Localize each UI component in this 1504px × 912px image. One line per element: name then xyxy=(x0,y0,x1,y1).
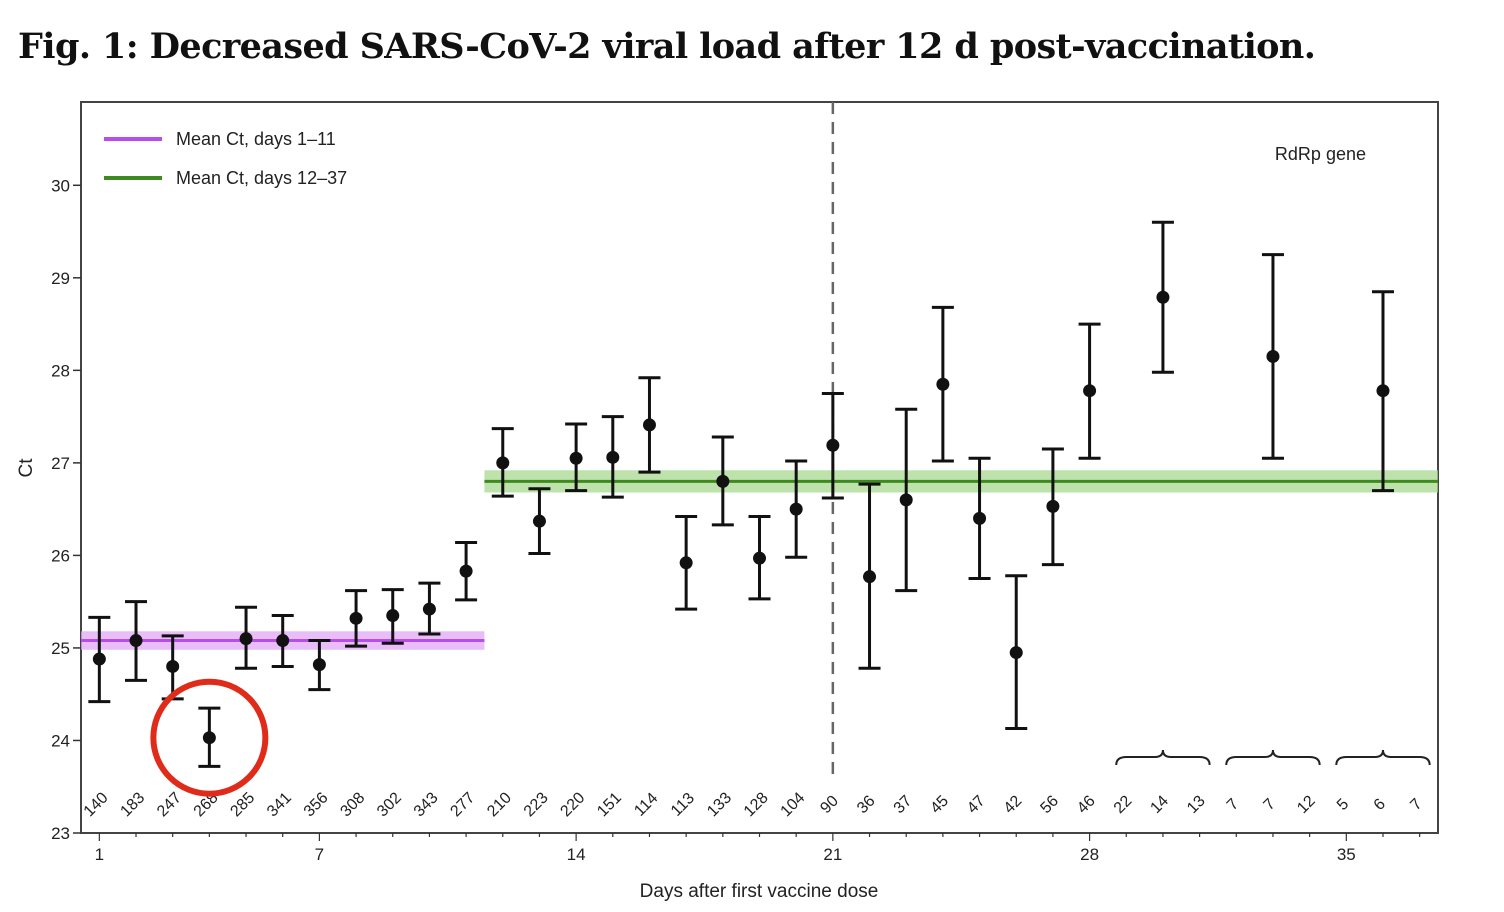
sample-size-label: 183 xyxy=(117,789,148,820)
y-tick-label: 24 xyxy=(51,731,70,750)
figure-title: Fig. 1: Decreased SARS-CoV-2 viral load … xyxy=(18,26,1316,67)
x-tick-label: 14 xyxy=(567,845,586,864)
data-point xyxy=(789,502,803,516)
sample-size-label: 90 xyxy=(817,792,842,817)
data-point xyxy=(1266,349,1280,363)
sample-size-label: 151 xyxy=(594,789,625,820)
sample-size-label: 302 xyxy=(374,789,405,820)
sample-size-label: 133 xyxy=(704,789,735,820)
data-point xyxy=(1376,384,1390,398)
data-point xyxy=(1156,290,1170,304)
group-brace xyxy=(1335,749,1431,766)
y-tick-label: 29 xyxy=(51,269,70,288)
data-point xyxy=(386,609,400,623)
data-point xyxy=(863,570,877,584)
sample-size-label: 308 xyxy=(337,789,368,820)
data-point xyxy=(532,514,546,528)
data-point xyxy=(92,652,106,666)
gene-annotation: RdRp gene xyxy=(1275,144,1366,164)
sample-size-label: 341 xyxy=(264,789,295,820)
sample-size-label: 14 xyxy=(1147,792,1172,817)
sample-size-label: 277 xyxy=(447,789,478,820)
sample-size-label: 7 xyxy=(1224,796,1242,814)
sample-size-label: 223 xyxy=(521,789,552,820)
sample-size-label: 5 xyxy=(1334,796,1352,814)
sample-size-label: 356 xyxy=(301,789,332,820)
y-tick-label: 28 xyxy=(51,361,70,380)
x-tick-label: 35 xyxy=(1337,845,1356,864)
sample-size-label: 210 xyxy=(484,789,515,820)
x-tick-label: 1 xyxy=(95,845,104,864)
y-tick-label: 23 xyxy=(51,824,70,843)
data-point xyxy=(569,451,583,465)
sample-size-label: 36 xyxy=(854,792,879,817)
data-point xyxy=(899,493,913,507)
sample-size-label: 343 xyxy=(411,789,442,820)
sample-size-label: 12 xyxy=(1294,792,1319,817)
data-point xyxy=(936,377,950,391)
sample-size-label: 113 xyxy=(668,790,698,820)
highlight-circle xyxy=(150,678,269,797)
data-point xyxy=(166,659,180,673)
legend-label: Mean Ct, days 12–37 xyxy=(176,168,347,188)
y-axis-label: Ct xyxy=(16,458,37,478)
x-tick-label: 28 xyxy=(1080,845,1099,864)
data-point xyxy=(642,418,656,432)
sample-size-label: 46 xyxy=(1074,792,1099,817)
data-point xyxy=(129,634,143,648)
y-tick-label: 25 xyxy=(51,639,70,658)
x-axis-label: Days after first vaccine dose xyxy=(640,881,879,902)
y-tick-label: 30 xyxy=(51,176,70,195)
data-point xyxy=(716,474,730,488)
data-point xyxy=(312,658,326,672)
y-tick-label: 27 xyxy=(51,454,70,473)
group-brace xyxy=(1115,749,1211,766)
plot-frame xyxy=(80,101,1439,834)
data-point xyxy=(459,564,473,578)
sample-size-label: 47 xyxy=(964,792,989,817)
data-point xyxy=(826,438,840,452)
x-tick-label: 7 xyxy=(315,845,324,864)
sample-size-label: 140 xyxy=(81,789,112,820)
data-point xyxy=(679,556,693,570)
data-point xyxy=(349,611,363,625)
sample-size-label: 6 xyxy=(1371,796,1389,814)
sample-size-label: 56 xyxy=(1037,792,1062,817)
sample-size-label: 220 xyxy=(557,789,588,820)
data-point xyxy=(202,731,216,745)
sample-size-label: 7 xyxy=(1407,796,1425,814)
data-point xyxy=(1046,499,1060,513)
data-point xyxy=(606,450,620,464)
data-point xyxy=(496,456,510,470)
sample-size-label: 247 xyxy=(154,789,185,820)
sample-size-label: 7 xyxy=(1261,796,1279,814)
data-point xyxy=(973,511,987,525)
sample-size-label: 114 xyxy=(631,790,661,820)
data-point xyxy=(276,634,290,648)
data-point xyxy=(753,551,766,565)
sample-size-label: 285 xyxy=(227,789,258,820)
group-brace xyxy=(1225,749,1321,766)
sample-size-label: 45 xyxy=(927,792,952,817)
data-point xyxy=(239,632,253,646)
data-point xyxy=(1083,384,1097,398)
sample-size-label: 104 xyxy=(778,789,809,820)
x-tick-label: 21 xyxy=(823,845,842,864)
sample-size-label: 37 xyxy=(891,792,916,817)
data-point xyxy=(1009,646,1023,660)
data-point xyxy=(422,602,436,616)
sample-size-label: 42 xyxy=(1001,792,1026,817)
legend-label: Mean Ct, days 1–11 xyxy=(176,129,336,149)
sample-size-label: 128 xyxy=(741,789,772,820)
y-tick-label: 26 xyxy=(51,546,70,565)
sample-size-label: 13 xyxy=(1184,792,1209,817)
sample-size-label: 22 xyxy=(1111,792,1136,817)
